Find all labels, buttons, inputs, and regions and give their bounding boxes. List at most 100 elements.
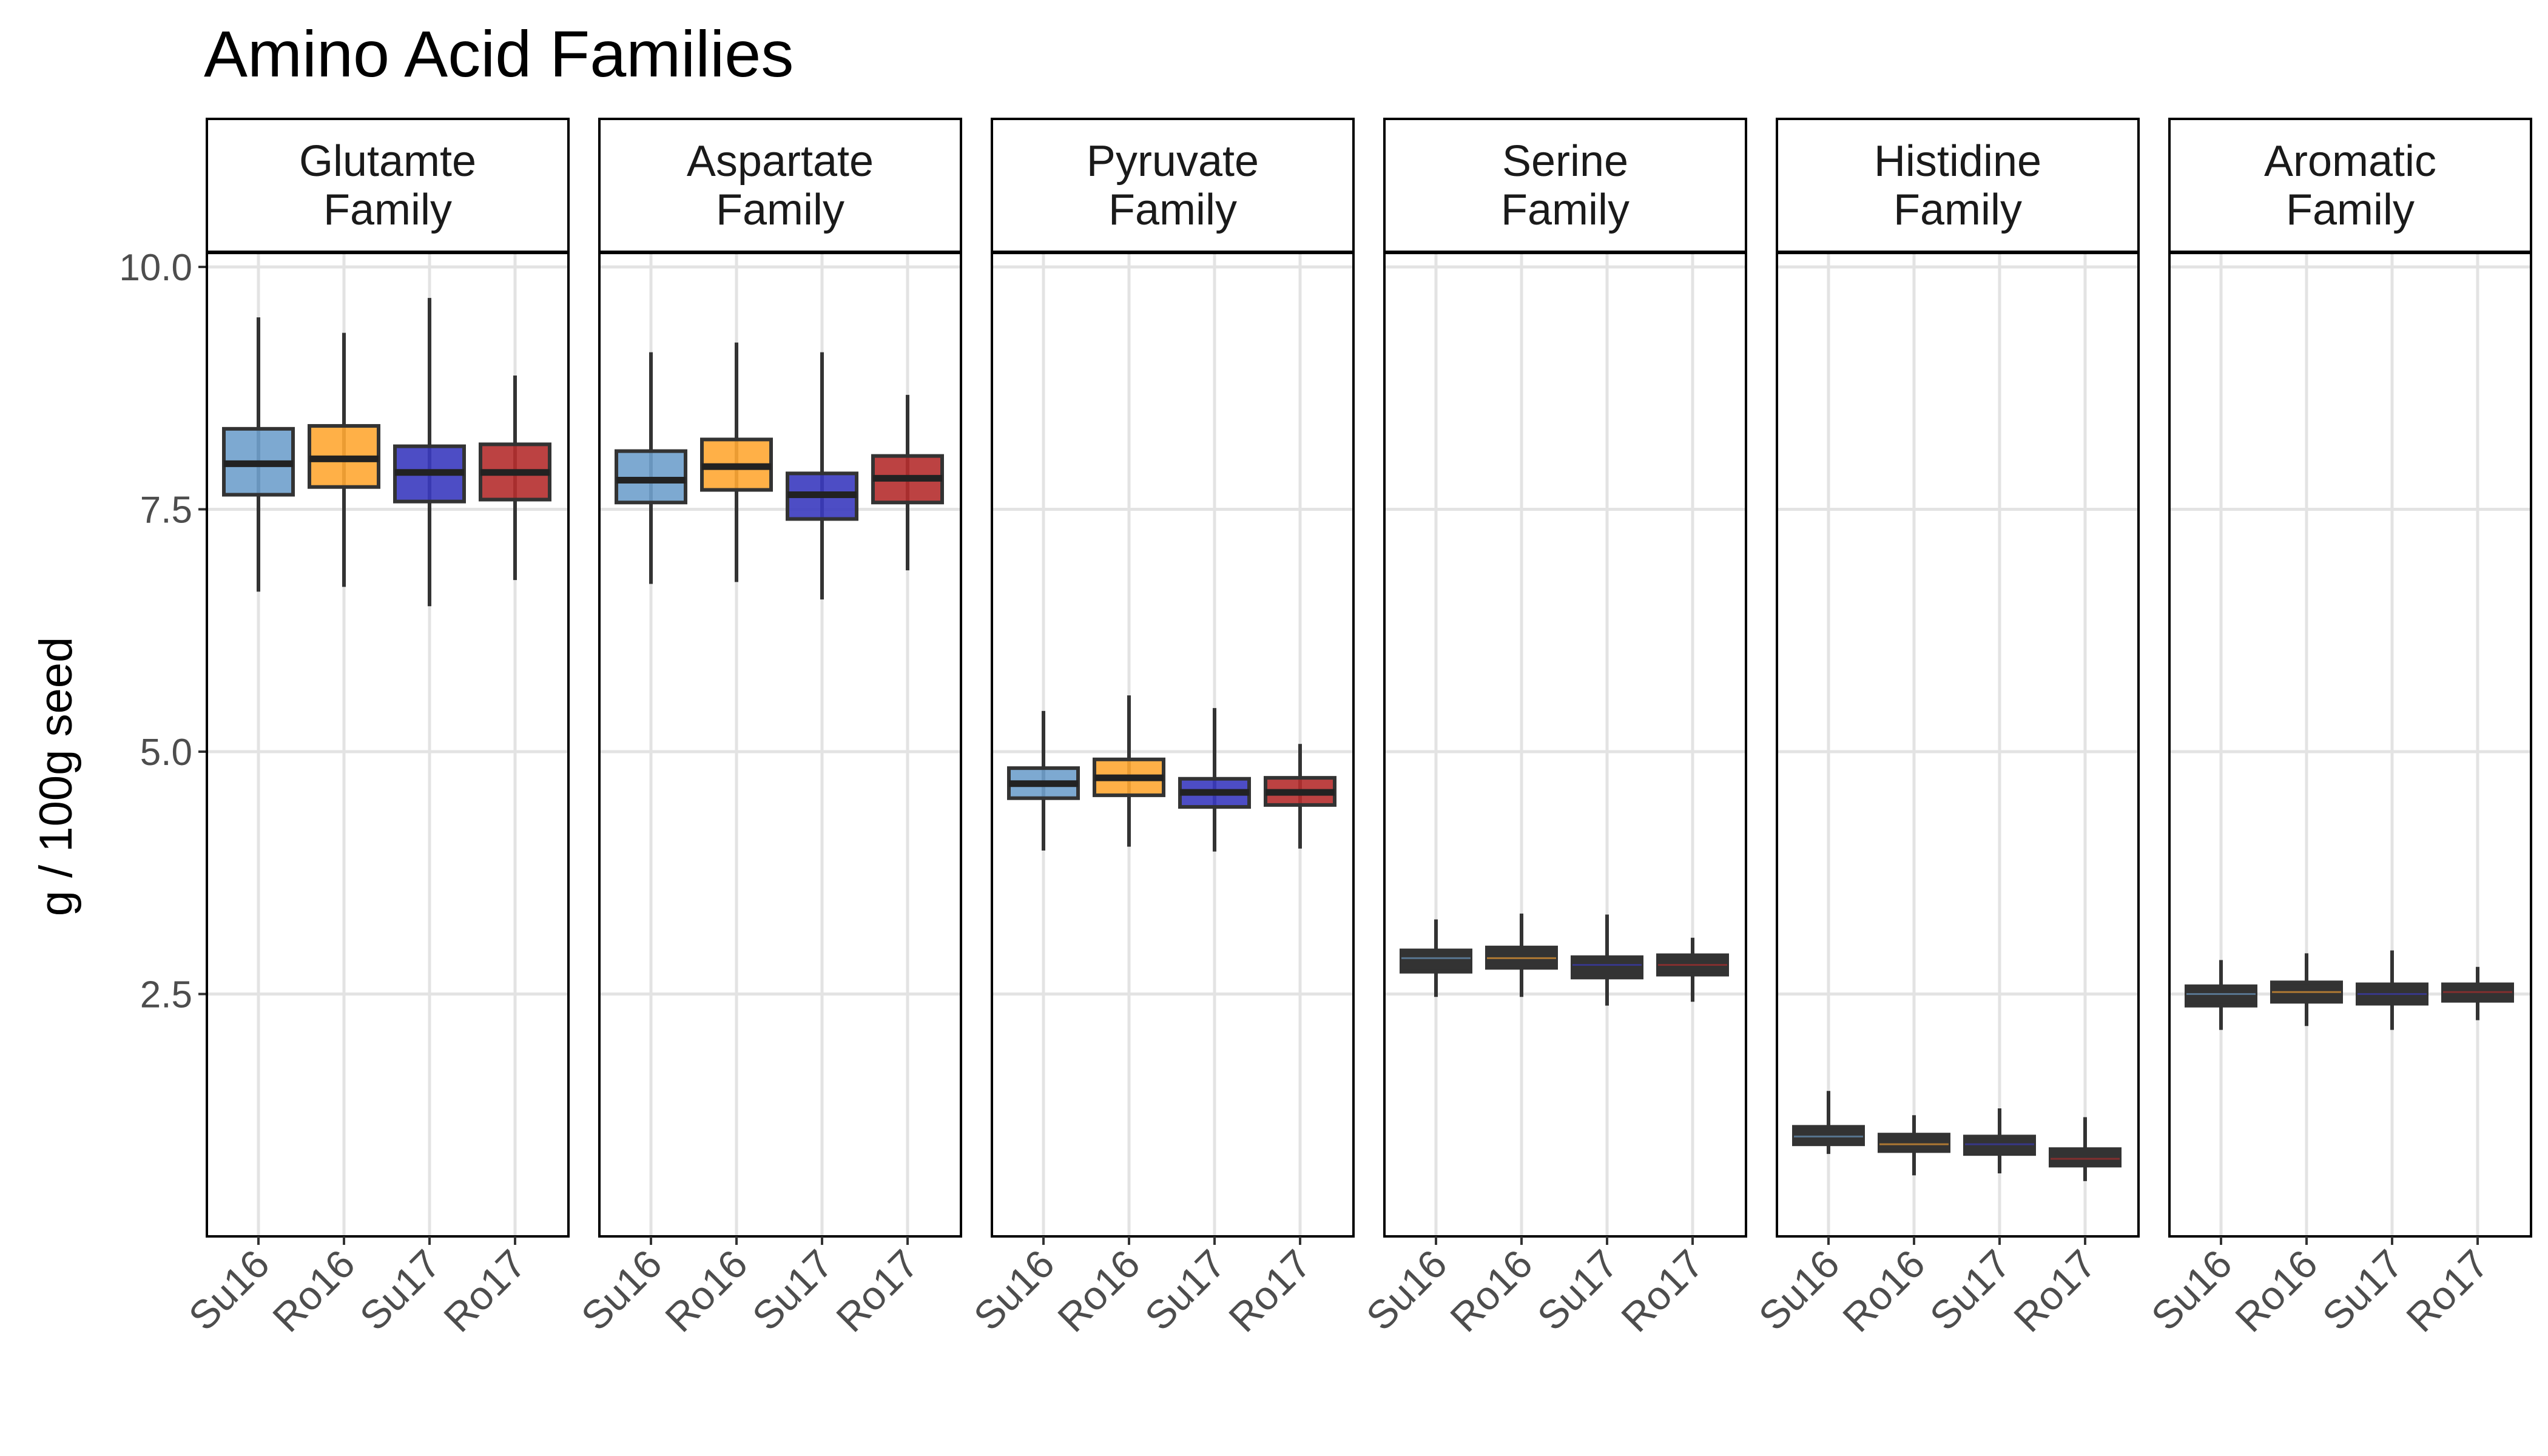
facet-strip-label-line2: Family xyxy=(1501,186,1630,234)
box-ro17 xyxy=(2441,966,2514,1020)
facet-strip xyxy=(598,118,962,254)
facet-plot-area xyxy=(1384,252,1746,1236)
x-tick-label: Su17 xyxy=(744,1241,841,1339)
facet-strip-label: Histidine Family xyxy=(1874,137,2041,234)
y-axis-title: g / 100g seed xyxy=(30,637,82,917)
facet-strip-label-line1: Aspartate xyxy=(687,137,874,186)
box-ro17 xyxy=(1264,744,1336,849)
x-tick-label: Ro16 xyxy=(1441,1241,1541,1341)
box-su17 xyxy=(1963,1108,2036,1174)
facet-plot-area xyxy=(992,252,1353,1236)
y-tick-label: 2.5 xyxy=(140,974,192,1016)
facet-strip-label-line2: Family xyxy=(2286,186,2415,234)
box-su17 xyxy=(393,298,466,607)
box-iqr xyxy=(1571,955,1643,980)
facet-strip-label-line2: Family xyxy=(1893,186,2022,234)
facet-strip-label-line1: Histidine xyxy=(1874,137,2041,186)
facet-strip-label-line2: Family xyxy=(1108,186,1237,234)
facet-strip xyxy=(991,118,1355,254)
box-iqr xyxy=(1400,948,1472,974)
box-ro16 xyxy=(1878,1115,1950,1176)
box-su16 xyxy=(2185,960,2257,1030)
x-tick-label: Ro16 xyxy=(1834,1241,1933,1341)
x-tick-label: Ro17 xyxy=(1613,1241,1712,1341)
box-su16 xyxy=(222,317,295,592)
facet-strip-label-line1: Glutamte xyxy=(299,137,476,186)
x-tick-label: Ro17 xyxy=(2398,1241,2497,1341)
facet-plot-area xyxy=(1777,252,2138,1236)
facet-plot-area xyxy=(2169,252,2531,1236)
x-tick-label: Su17 xyxy=(1921,1241,2019,1339)
chart-title: Amino Acid Families xyxy=(204,17,794,90)
x-tick-label: Ro17 xyxy=(2005,1241,2105,1341)
facet-strip-label-line2: Family xyxy=(716,186,844,234)
box-ro17 xyxy=(871,394,944,571)
x-tick-label: Ro17 xyxy=(1220,1241,1320,1341)
y-tick-label: 10.0 xyxy=(119,247,192,289)
box-ro16 xyxy=(2270,953,2343,1026)
facet-strip xyxy=(1776,118,2140,254)
facet-strip xyxy=(1383,118,1747,254)
facet-strip-label-line1: Aromatic xyxy=(2264,137,2436,186)
x-tick-label: Su16 xyxy=(573,1241,670,1339)
x-tick-label: Ro17 xyxy=(435,1241,534,1341)
box-ro17 xyxy=(479,375,551,581)
box-ro16 xyxy=(700,342,773,582)
box-ro16 xyxy=(308,332,380,587)
box-ro16 xyxy=(1485,913,1558,997)
box-su16 xyxy=(1007,710,1080,851)
facet-strip-label: Aromatic Family xyxy=(2264,137,2436,234)
x-tick-label: Su17 xyxy=(1529,1241,1626,1339)
x-tick-label: Su16 xyxy=(1358,1241,1455,1339)
box-iqr xyxy=(1792,1125,1865,1147)
facet-strip-label: Aspartate Family xyxy=(687,137,874,234)
box-su16 xyxy=(615,352,687,584)
box-iqr xyxy=(615,449,687,505)
box-su17 xyxy=(1178,708,1251,852)
box-iqr xyxy=(2185,984,2257,1008)
x-tick-label: Ro16 xyxy=(2226,1241,2326,1341)
y-tick-label: 7.5 xyxy=(140,489,192,531)
facet-strip-label-line2: Family xyxy=(323,186,452,234)
x-tick-label: Su17 xyxy=(351,1241,449,1339)
facet-strip-label-line1: Pyruvate xyxy=(1087,137,1259,186)
x-tick-label: Su16 xyxy=(2143,1241,2240,1339)
facet-strip xyxy=(206,118,570,254)
facet-strip-label-line1: Serine xyxy=(1502,137,1628,186)
box-su17 xyxy=(786,352,858,600)
y-tick-label: 5.0 xyxy=(140,732,192,774)
facet-plot-area xyxy=(207,252,568,1236)
box-su17 xyxy=(1571,914,1643,1006)
facet-strip-label: Pyruvate Family xyxy=(1087,137,1259,234)
facet-plot-area xyxy=(599,252,961,1236)
box-ro17 xyxy=(1656,937,1729,1002)
box-iqr xyxy=(1878,1133,1950,1153)
x-tick-label: Ro16 xyxy=(264,1241,363,1341)
box-ro16 xyxy=(1093,695,1165,847)
x-tick-label: Ro16 xyxy=(656,1241,756,1341)
box-iqr xyxy=(2049,1147,2122,1168)
x-tick-label: Su16 xyxy=(1750,1241,1848,1339)
facet-strip xyxy=(2168,118,2532,254)
x-tick-label: Ro17 xyxy=(827,1241,927,1341)
x-tick-label: Su16 xyxy=(965,1241,1063,1339)
x-tick-label: Su17 xyxy=(1136,1241,1234,1339)
facet-strip-label: Serine Family xyxy=(1501,137,1630,234)
box-su16 xyxy=(1400,919,1472,997)
facet-strip-label: Glutamte Family xyxy=(299,137,476,234)
box-su16 xyxy=(1792,1091,1865,1154)
x-tick-label: Ro16 xyxy=(1049,1241,1148,1341)
x-tick-label: Su16 xyxy=(180,1241,278,1339)
box-ro17 xyxy=(2049,1117,2122,1181)
x-tick-label: Su17 xyxy=(2314,1241,2412,1339)
box-su17 xyxy=(2356,950,2428,1030)
box-iqr xyxy=(1963,1134,2036,1156)
